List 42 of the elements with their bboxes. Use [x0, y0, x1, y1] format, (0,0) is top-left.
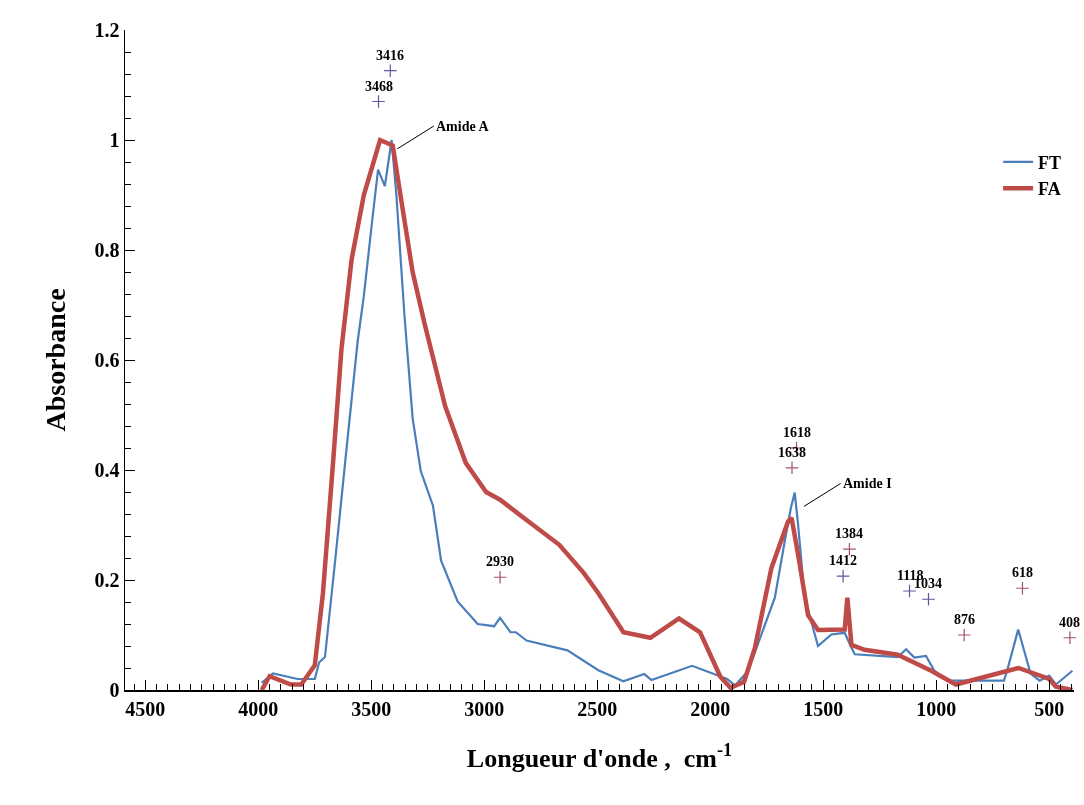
point: [383, 63, 398, 78]
legend-label: FA: [1038, 179, 1061, 200]
annotation: 1384: [835, 526, 863, 541]
x-tick-label: 4000: [238, 697, 279, 720]
point: [921, 592, 936, 607]
point: [957, 628, 972, 642]
x-tick-label: 3500: [351, 697, 392, 720]
point: [902, 584, 917, 598]
point: [371, 94, 386, 109]
x-tick-label: 1000: [916, 697, 957, 720]
point: [1015, 581, 1030, 596]
x-tick-label: 4500: [125, 697, 166, 720]
annotation: 3416: [376, 48, 404, 63]
y-tick-label: 0.8: [94, 239, 120, 261]
x-tick-label: 3000: [464, 697, 505, 720]
point: [493, 570, 507, 585]
point: [1063, 630, 1077, 645]
y-axis-title: Absorbance: [40, 288, 72, 432]
y-tick-label: 0.4: [94, 459, 120, 481]
annotation: 1412: [829, 553, 857, 568]
point: [836, 569, 850, 584]
y-tick-label: 0.2: [94, 569, 120, 591]
annotation: 1638: [778, 445, 806, 460]
annotation: 408: [1059, 615, 1080, 630]
y-tick-label: 0: [109, 679, 120, 701]
annotation: 618: [1012, 565, 1033, 580]
x-tick-label: 500: [1034, 697, 1065, 720]
y-tick-label: 0.6: [94, 349, 120, 371]
annotation: 2930: [486, 554, 514, 569]
annotation: 1618: [783, 425, 811, 440]
x-axis-title: Longueur d'onde , cm$^{-1}$: [466, 740, 733, 773]
annotation: 876: [954, 612, 975, 627]
x-tick-label: 2000: [690, 697, 731, 720]
legend-label: FT: [1038, 152, 1062, 173]
x-tick-label: 2500: [577, 697, 618, 720]
y-tick-label: 1.2: [94, 19, 120, 41]
annotation: 3468: [365, 79, 393, 94]
point: [785, 460, 799, 475]
annotation: Amide A: [436, 119, 490, 134]
y-tick-label: 1: [109, 129, 120, 151]
x-tick-label: 1500: [803, 697, 844, 720]
annotation: Amide I: [843, 476, 892, 491]
